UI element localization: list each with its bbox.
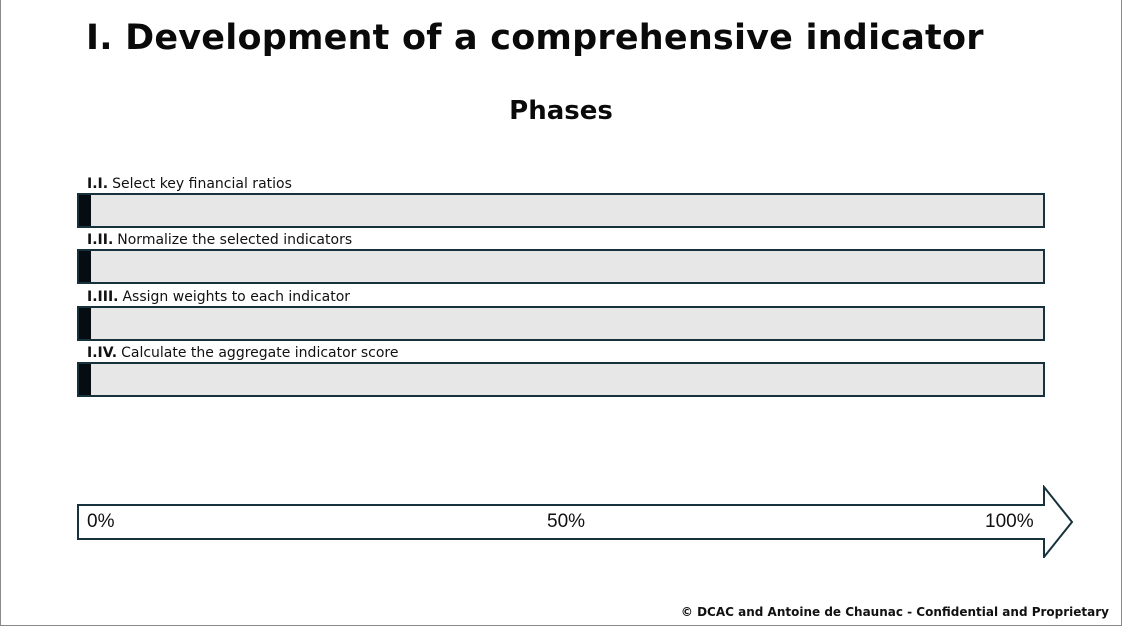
phase-name: Assign weights to each indicator [122,289,351,305]
phase-progress-bar [77,362,1045,397]
phase-label: I.II. Normalize the selected indicators [87,232,352,248]
progress-scale-arrow: 0% 50% 100% [77,485,1074,558]
phase-name: Select key financial ratios [112,176,292,192]
phase-label: I.IV. Calculate the aggregate indicator s… [87,345,398,361]
phase-label: I.I. Select key financial ratios [87,176,292,192]
phase-progress-fill [79,364,91,395]
phase-number: I.IV. [87,345,118,361]
phase-progress-bar [77,249,1045,284]
phase-number: I.I. [87,176,109,192]
phase-progress-fill [79,251,91,282]
scale-arrow-shape [77,485,1074,558]
slide-title: I. Development of a comprehensive indica… [86,18,984,58]
phases-heading: Phases [509,96,613,126]
phase-number: I.II. [87,232,114,248]
scale-label-mid: 50% [547,511,586,532]
phase-progress-bar [77,193,1045,228]
phase-progress-bar [77,306,1045,341]
footer-copyright: © DCAC and Antoine de Chaunac - Confiden… [680,605,1109,619]
phase-progress-fill [79,195,91,226]
phase-name: Calculate the aggregate indicator score [121,345,399,361]
phase-progress-fill [79,308,91,339]
scale-label-start: 0% [87,511,115,532]
phase-name: Normalize the selected indicators [117,232,353,248]
scale-label-end: 100% [985,511,1034,532]
phase-number: I.III. [87,289,119,305]
phase-label: I.III. Assign weights to each indicator [87,289,350,305]
